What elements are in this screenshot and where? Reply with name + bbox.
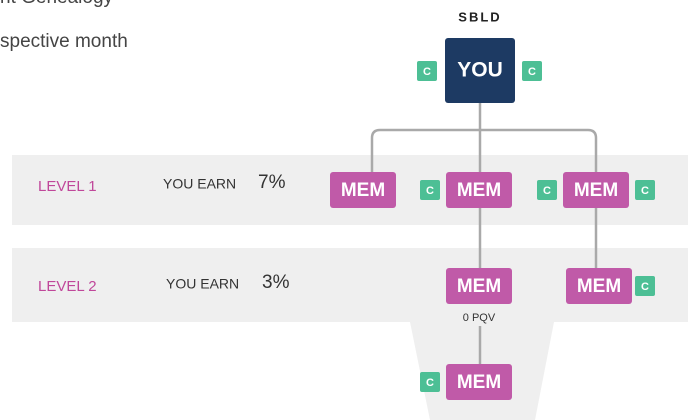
earn-rate: 3%	[262, 272, 290, 293]
badge-label: C	[641, 185, 649, 197]
badge	[635, 180, 655, 200]
root-title: SBLD	[458, 9, 501, 24]
header-line: spective month	[0, 31, 128, 52]
connector-lines	[370, 103, 598, 364]
badge-label: C	[426, 377, 434, 389]
badge-label: C	[426, 185, 434, 197]
earn-rate: 7%	[258, 172, 286, 193]
level-label: LEVEL 2	[38, 278, 97, 295]
member-node	[446, 364, 512, 400]
member-label: MEM	[457, 180, 501, 201]
badge-label: C	[423, 66, 431, 78]
node-note: 0 PQV	[463, 312, 496, 324]
member-node	[446, 172, 512, 208]
level-2-band	[12, 248, 688, 420]
member-node	[566, 268, 632, 304]
badge-label: C	[641, 281, 649, 293]
level-label: LEVEL 1	[38, 178, 97, 195]
member-node	[446, 268, 512, 304]
badge	[537, 180, 557, 200]
earn-label: YOU EARN	[166, 276, 239, 292]
earn-label: YOU EARN	[163, 176, 236, 192]
badge-label: C	[543, 185, 551, 197]
member-label: MEM	[457, 372, 501, 393]
badge	[420, 372, 440, 392]
member-label: MEM	[341, 180, 385, 201]
badge	[635, 276, 655, 296]
root-label: YOU	[457, 59, 503, 82]
member-label: MEM	[457, 276, 501, 297]
member-label: MEM	[574, 180, 618, 201]
header-line: nt Genealogy	[0, 0, 114, 8]
root-node	[445, 38, 515, 103]
member-label: MEM	[577, 276, 621, 297]
member-node	[563, 172, 629, 208]
member-node	[330, 172, 396, 208]
badge	[522, 61, 542, 81]
badge-label: C	[528, 66, 536, 78]
badge	[420, 180, 440, 200]
badge	[417, 61, 437, 81]
